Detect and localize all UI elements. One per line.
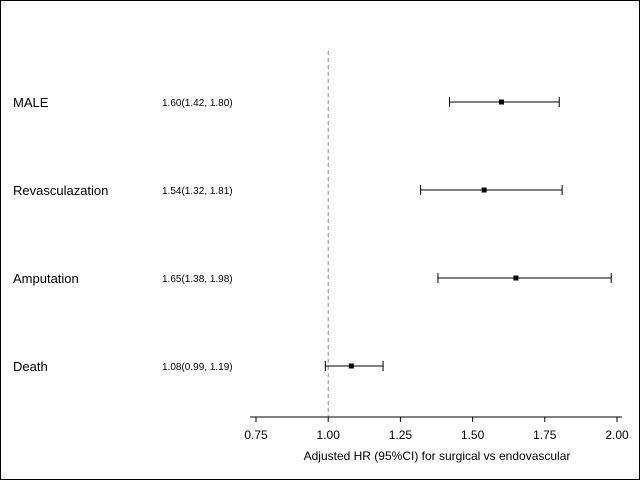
x-tick-label: 1.50 bbox=[461, 428, 485, 442]
hr-point bbox=[513, 275, 519, 281]
hr-point bbox=[498, 99, 504, 105]
row-label: Death bbox=[13, 359, 48, 374]
hr-point bbox=[348, 363, 354, 369]
hr-point bbox=[481, 187, 487, 193]
estimate-label: 1.60(1.42, 1.80) bbox=[162, 98, 233, 109]
x-tick-label: 2.00 bbox=[605, 428, 629, 442]
row-label: Revasculazation bbox=[13, 183, 108, 198]
row-label: Amputation bbox=[13, 271, 79, 286]
row-label: MALE bbox=[13, 95, 49, 110]
estimate-label: 1.65(1.38, 1.98) bbox=[162, 274, 233, 285]
x-tick-label: 1.75 bbox=[533, 428, 557, 442]
x-axis-title: Adjusted HR (95%CI) for surgical vs endo… bbox=[304, 449, 571, 463]
x-tick-label: 1.25 bbox=[389, 428, 413, 442]
x-tick-label: 0.75 bbox=[244, 428, 268, 442]
estimate-label: 1.54(1.32, 1.81) bbox=[162, 186, 233, 197]
estimate-label: 1.08(0.99, 1.19) bbox=[162, 362, 233, 373]
x-tick-label: 1.00 bbox=[317, 428, 341, 442]
